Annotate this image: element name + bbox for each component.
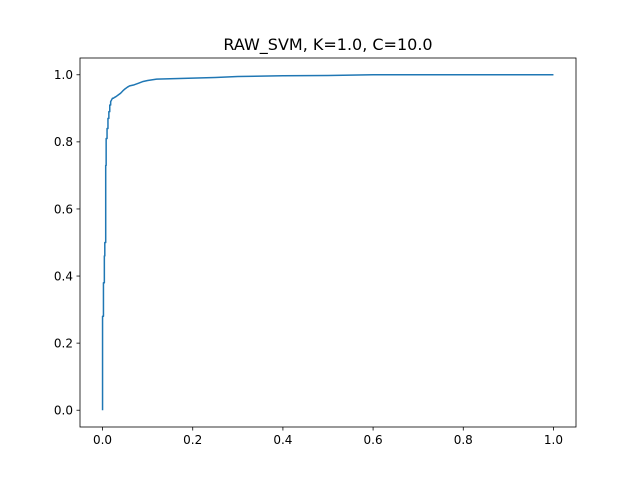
y-tick-label: 0.6	[54, 202, 73, 216]
roc-curve-line-0	[101, 74, 554, 411]
x-tick-label: 0.2	[183, 433, 202, 447]
chart-title: RAW_SVM, K=1.0, C=10.0	[223, 35, 432, 55]
y-tick-label: 0.2	[54, 336, 73, 350]
x-tick-label: 0.4	[273, 433, 292, 447]
y-tick-label: 0.4	[54, 269, 73, 283]
x-tick-label: 0.8	[454, 433, 473, 447]
y-tick-label: 1.0	[54, 68, 73, 82]
y-tick-label: 0.0	[54, 404, 73, 418]
axes-frame	[79, 57, 577, 428]
x-tick-label: 1.0	[544, 433, 563, 447]
y-tick-label: 0.8	[54, 135, 73, 149]
x-tick-label: 0.6	[364, 433, 383, 447]
x-tick-label: 0.0	[93, 433, 112, 447]
plot-area: 0.0 0.2 0.4 0.6 0.8 1.0 0.0 0.2 0.4 0.6 0.8 1.0	[54, 57, 577, 447]
